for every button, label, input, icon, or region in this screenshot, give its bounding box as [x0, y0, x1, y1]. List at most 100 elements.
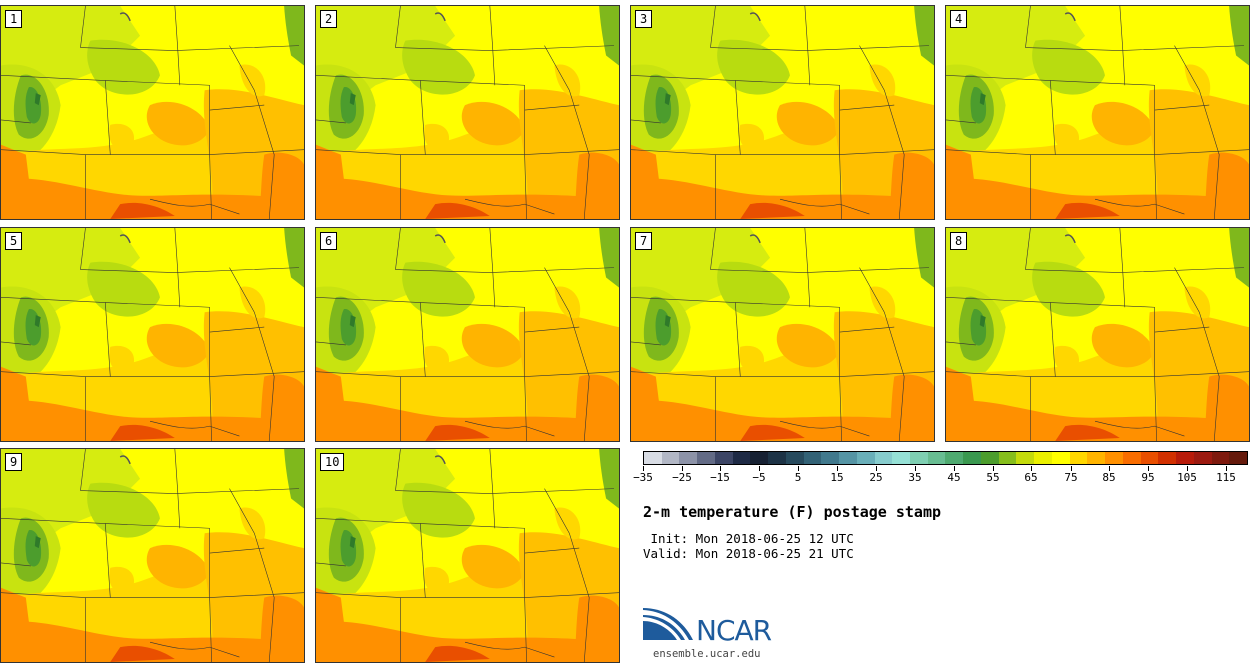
colorbar-segment — [927, 452, 946, 464]
colorbar-tick — [954, 466, 955, 471]
colorbar-tick — [876, 466, 877, 471]
colorbar-segment — [1176, 452, 1194, 464]
stamp-number: 3 — [635, 10, 653, 28]
colorbar-tick-label: 35 — [908, 471, 922, 484]
colorbar-segment — [785, 452, 804, 464]
stamp-number: 6 — [320, 232, 338, 250]
colorbar-segment — [980, 452, 999, 464]
colorbar-tick-label: 105 — [1177, 471, 1197, 484]
stamp-panel[interactable]: 6 — [315, 227, 620, 442]
colorbar-segment — [856, 452, 875, 464]
colorbar-tick-label: 55 — [986, 471, 1000, 484]
colorbar-tick — [1226, 466, 1227, 471]
colorbar-tick-label: 95 — [1141, 471, 1155, 484]
colorbar-segment — [768, 452, 786, 464]
colorbar-segment — [1158, 452, 1177, 464]
colorbar-segment — [998, 452, 1017, 464]
colorbar-segment — [963, 452, 981, 464]
colorbar-tick-label: 5 — [794, 471, 802, 484]
colorbar-ticks: −35 −25 −15 −5 5 15 25 35 45 55 65 75 85 95 105 115 — [633, 466, 1248, 496]
stamp-number: 2 — [320, 10, 338, 28]
stamp-panel[interactable]: 2 — [315, 5, 620, 220]
stamp-number: 8 — [950, 232, 968, 250]
colorbar-segment — [874, 452, 893, 464]
colorbar-tick — [915, 466, 916, 471]
colorbar-segment — [1211, 452, 1230, 464]
temperature-map — [631, 228, 934, 441]
colorbar-tick-label: 85 — [1102, 471, 1116, 484]
colorbar-tick — [1148, 466, 1149, 471]
colorbar-segment — [1229, 452, 1247, 464]
stamp-panel[interactable]: 3 — [630, 5, 935, 220]
temperature-map — [1, 6, 304, 219]
colorbar-tick-label: 45 — [947, 471, 961, 484]
colorbar-segment — [892, 452, 911, 464]
ensemble-url[interactable]: ensemble.ucar.edu — [653, 648, 761, 660]
colorbar-tick — [1187, 466, 1188, 471]
colorbar-tick-label: 65 — [1024, 471, 1038, 484]
temperature-map — [316, 449, 619, 662]
colorbar-segment — [1105, 452, 1123, 464]
colorbar-tick — [798, 466, 799, 471]
colorbar-segment — [1016, 452, 1035, 464]
temperature-map — [316, 6, 619, 219]
temperature-map — [1, 228, 304, 441]
colorbar-segment — [803, 452, 822, 464]
colorbar-tick-label: 75 — [1064, 471, 1078, 484]
colorbar-tick — [1109, 466, 1110, 471]
ncar-logo[interactable]: NCAR ensemble.ucar.edu — [643, 606, 803, 660]
colorbar-segment — [1122, 452, 1141, 464]
temperature-map — [1, 449, 304, 662]
colorbar-tick-label: 15 — [830, 471, 844, 484]
colorbar-segment — [1087, 452, 1106, 464]
stamp-number: 7 — [635, 232, 653, 250]
colorbar-tick — [993, 466, 994, 471]
colorbar-segment — [945, 452, 964, 464]
stamp-panel[interactable]: 1 — [0, 5, 305, 220]
stamp-number: 5 — [5, 232, 23, 250]
colorbar-tick-label: 115 — [1216, 471, 1236, 484]
colorbar-segment — [1034, 452, 1052, 464]
stamp-number: 10 — [320, 453, 345, 471]
colorbar-tick — [1071, 466, 1072, 471]
temperature-colorbar — [643, 451, 1248, 465]
colorbar-tick-label: −15 — [710, 471, 730, 484]
stamp-number: 9 — [5, 453, 23, 471]
colorbar-segment — [821, 452, 840, 464]
temperature-map — [631, 6, 934, 219]
colorbar-segment — [839, 452, 857, 464]
colorbar-segment — [679, 452, 698, 464]
stamp-panel[interactable]: 7 — [630, 227, 935, 442]
valid-time: Valid: Mon 2018-06-25 21 UTC — [643, 546, 854, 561]
colorbar-tick — [643, 466, 644, 471]
stamp-panel[interactable]: 9 — [0, 448, 305, 663]
colorbar-segment — [1051, 452, 1070, 464]
colorbar-tick — [682, 466, 683, 471]
colorbar-segment — [910, 452, 928, 464]
stamp-panel[interactable]: 5 — [0, 227, 305, 442]
ncar-swoosh-icon — [643, 608, 693, 640]
colorbar-segment — [1140, 452, 1159, 464]
colorbar-segment — [661, 452, 680, 464]
ncar-logo-text: NCAR — [696, 614, 772, 647]
temperature-map — [946, 228, 1249, 441]
chart-title: 2-m temperature (F) postage stamp — [643, 503, 942, 521]
colorbar-tick — [759, 466, 760, 471]
colorbar-segment — [750, 452, 769, 464]
colorbar-tick-label: −35 — [633, 471, 653, 484]
colorbar-segment — [1193, 452, 1212, 464]
temperature-map — [946, 6, 1249, 219]
colorbar-tick-label: −25 — [672, 471, 692, 484]
temperature-map — [316, 228, 619, 441]
colorbar-segment — [714, 452, 733, 464]
colorbar-tick-label: −5 — [752, 471, 766, 484]
stamp-panel[interactable]: 4 — [945, 5, 1250, 220]
stamp-number: 4 — [950, 10, 968, 28]
stamp-panel[interactable]: 8 — [945, 227, 1250, 442]
colorbar-tick — [1031, 466, 1032, 471]
colorbar-tick — [720, 466, 721, 471]
colorbar-tick-label: 25 — [869, 471, 883, 484]
stamp-number: 1 — [5, 10, 23, 28]
colorbar-segment — [697, 452, 715, 464]
stamp-panel[interactable]: 10 — [315, 448, 620, 663]
